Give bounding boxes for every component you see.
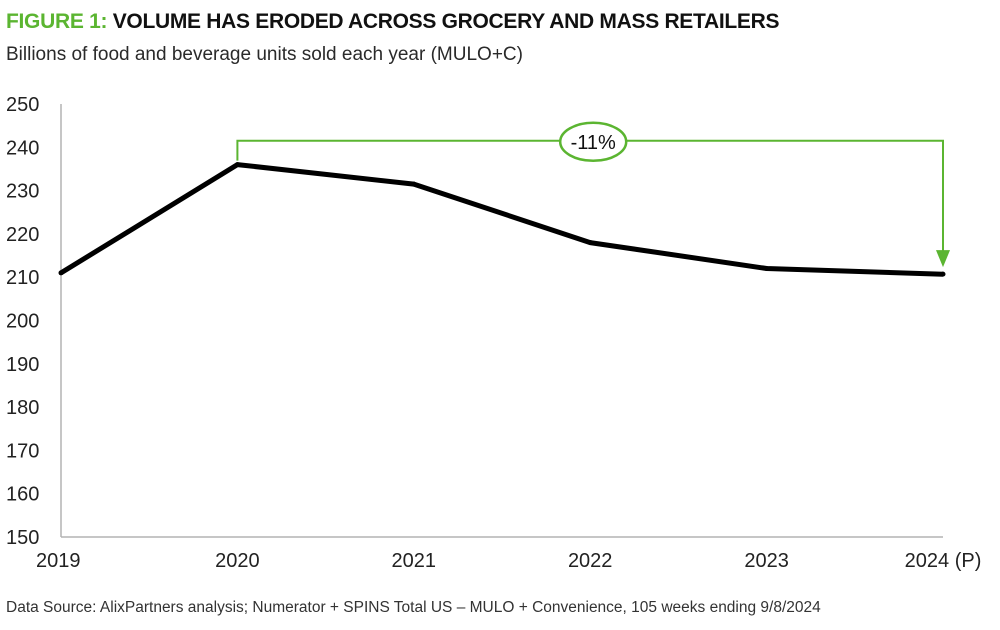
x-tick-label: 2019 — [36, 550, 81, 572]
data-point — [234, 162, 240, 168]
x-tick-label: 2021 — [392, 550, 437, 572]
series-line — [59, 162, 944, 277]
y-tick-label: 250 — [6, 94, 39, 116]
y-tick-label: 170 — [6, 440, 39, 462]
y-tick-label: 160 — [6, 484, 39, 506]
annotation-label: -11% — [571, 132, 616, 154]
y-tick-label: 240 — [6, 137, 39, 159]
data-point — [940, 271, 946, 277]
chart-title: FIGURE 1: VOLUME HAS ERODED ACROSS GROCE… — [6, 10, 779, 34]
x-tick-label: 2020 — [215, 550, 260, 572]
x-tick-label: 2022 — [568, 550, 613, 572]
y-tick-label: 150 — [6, 527, 39, 549]
y-tick-label: 210 — [6, 267, 39, 289]
annotation-arrowhead — [936, 250, 950, 268]
figure-title: VOLUME HAS ERODED ACROSS GROCERY AND MAS… — [112, 10, 780, 33]
chart-subtitle: Billions of food and beverage units sold… — [6, 44, 523, 65]
change-annotation: -11% — [236, 121, 950, 268]
annotation-badge — [558, 121, 628, 163]
x-tick-label: 2024 (P) — [905, 550, 982, 572]
data-point — [587, 240, 593, 246]
y-tick-label: 230 — [6, 181, 39, 203]
y-tick-label: 190 — [6, 354, 39, 376]
data-point — [764, 266, 770, 272]
figure-label: FIGURE 1: — [6, 10, 108, 33]
data-source-note: Data Source: AlixPartners analysis; Nume… — [6, 599, 821, 616]
x-tick-label: 2023 — [744, 550, 789, 572]
data-point — [411, 181, 417, 187]
y-tick-label: 180 — [6, 397, 39, 419]
data-point — [58, 270, 64, 276]
y-tick-label: 200 — [6, 311, 39, 333]
y-tick-label: 220 — [6, 224, 39, 246]
